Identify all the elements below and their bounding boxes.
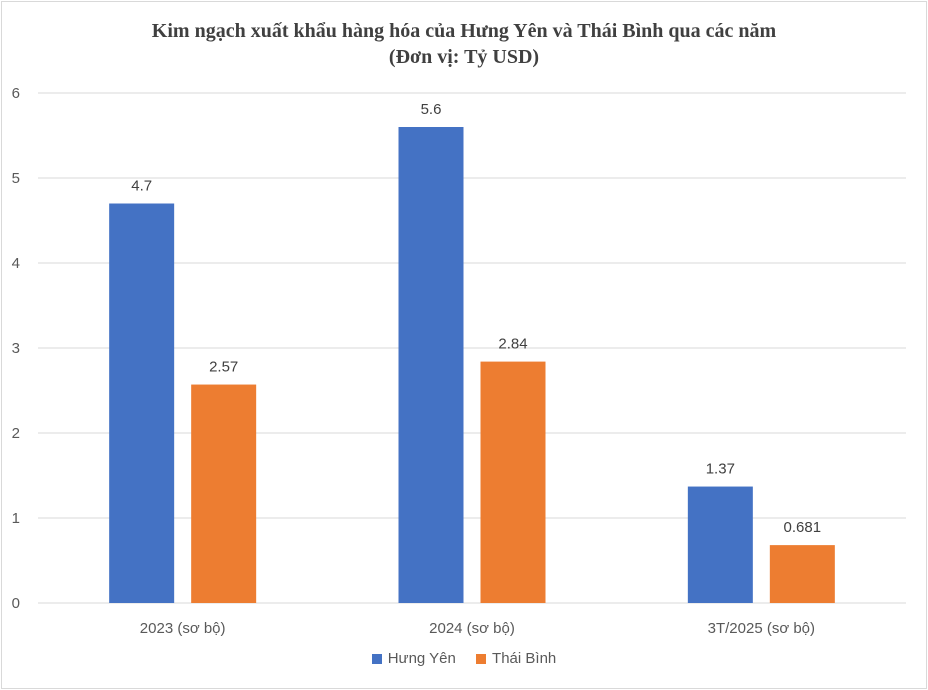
y-axis: 0 1 2 3 4 5 6 bbox=[12, 85, 20, 612]
bar bbox=[687, 486, 753, 603]
x-tick-label: 3T/2025 (sơ bộ) bbox=[708, 620, 815, 637]
data-label: 2.84 bbox=[498, 336, 527, 353]
gridlines bbox=[38, 92, 906, 604]
legend: Hưng Yên Thái Bình bbox=[0, 650, 928, 668]
bar bbox=[109, 203, 175, 603]
legend-label-hung-yen: Hưng Yên bbox=[387, 650, 456, 667]
legend-swatch-thai-binh bbox=[476, 653, 487, 664]
y-tick-label: 5 bbox=[12, 170, 20, 187]
data-labels: 4.7 2.57 5.6 2.84 1.37 0.681 bbox=[131, 101, 821, 536]
bar bbox=[480, 361, 546, 603]
x-axis: 2023 (sơ bộ) 2024 (sơ bộ) 3T/2025 (sơ bộ) bbox=[140, 620, 815, 637]
chart-title-line2: (Đơn vị: Tỷ USD) bbox=[388, 46, 540, 68]
y-tick-label: 2 bbox=[12, 425, 20, 442]
bar bbox=[769, 545, 835, 603]
bar bbox=[398, 127, 464, 603]
chart-title: Kim ngạch xuất khẩu hàng hóa của Hưng Yê… bbox=[0, 18, 928, 70]
data-label: 5.6 bbox=[421, 101, 442, 118]
chart-title-line1: Kim ngạch xuất khẩu hàng hóa của Hưng Yê… bbox=[151, 20, 777, 42]
x-tick-label: 2024 (sơ bộ) bbox=[429, 620, 515, 637]
data-label: 2.57 bbox=[209, 359, 238, 376]
y-tick-label: 0 bbox=[12, 595, 20, 612]
x-tick-label: 2023 (sơ bộ) bbox=[140, 620, 226, 637]
legend-label-thai-binh: Thái Bình bbox=[492, 650, 557, 667]
data-label: 4.7 bbox=[131, 178, 152, 195]
y-tick-label: 1 bbox=[12, 510, 20, 527]
bar bbox=[191, 384, 257, 603]
y-tick-label: 6 bbox=[12, 85, 20, 102]
bars bbox=[109, 127, 835, 603]
y-tick-label: 3 bbox=[12, 340, 20, 357]
data-label: 0.681 bbox=[784, 519, 822, 536]
data-label: 1.37 bbox=[706, 461, 735, 478]
legend-swatch-hung-yen bbox=[371, 653, 382, 664]
legend-item-hung-yen: Hưng Yên bbox=[371, 650, 456, 667]
legend-item-thai-binh: Thái Bình bbox=[476, 650, 556, 667]
y-tick-label: 4 bbox=[12, 255, 20, 272]
